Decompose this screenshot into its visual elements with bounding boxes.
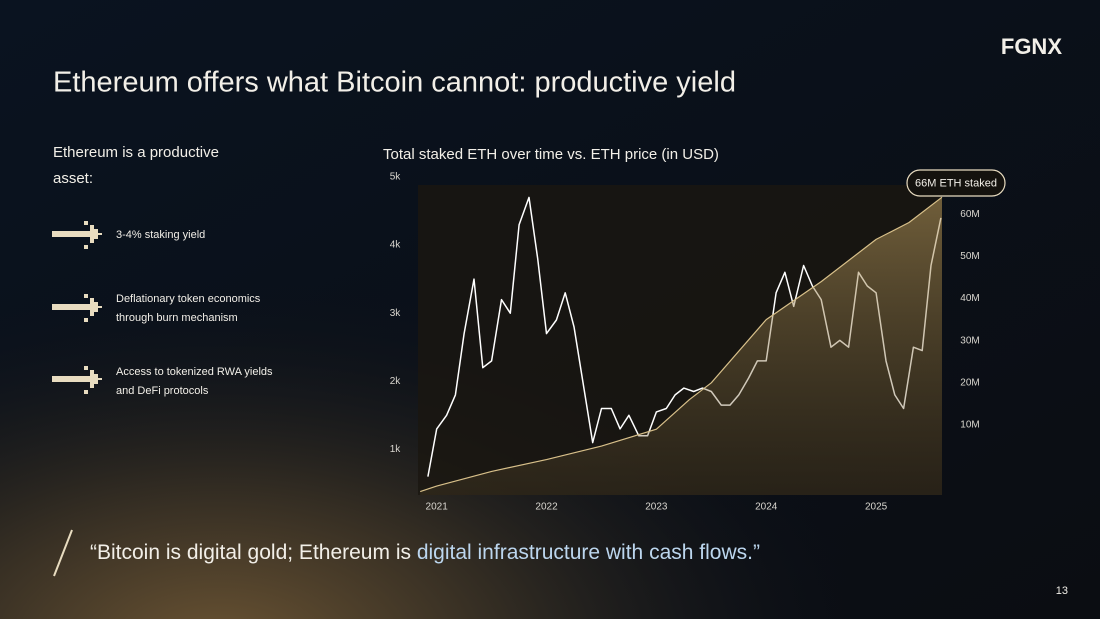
bullet-text: 3-4% staking yield (116, 229, 205, 241)
logo: FGNX (1001, 34, 1062, 59)
slide-title: Ethereum offers what Bitcoin cannot: pro… (53, 67, 736, 99)
left-heading-line: Ethereum is a productive (53, 144, 219, 161)
y-tick-label: 1k (390, 444, 402, 455)
quote: “Bitcoin is digital gold; Ethereum is di… (90, 541, 760, 564)
y2-tick-label: 40M (960, 293, 979, 304)
y-tick-label: 5k (390, 172, 402, 183)
arrow-icons (52, 221, 102, 394)
x-tick-label: 2025 (865, 502, 888, 513)
annotation: 66M ETH staked (915, 177, 997, 189)
quote-plain: “Bitcoin is digital gold; Ethereum is (90, 541, 417, 564)
y-tick-label: 2k (390, 376, 402, 387)
x-tick-label: 2022 (535, 502, 558, 513)
page-number: 13 (1056, 585, 1068, 597)
chart-title: Total staked ETH over time vs. ETH price… (383, 146, 719, 163)
y2-tick-label: 20M (960, 377, 979, 388)
series-line (420, 196, 943, 493)
quote-slash (53, 529, 73, 577)
annotation-box (906, 169, 1006, 197)
quote-highlight: digital infrastructure with cash flows.” (417, 541, 760, 564)
y-tick-label: 3k (390, 308, 402, 319)
bullet-text: Deflationary token economics (116, 293, 261, 305)
bullet-text: and DeFi protocols (116, 385, 209, 397)
y-tick-label: 4k (390, 240, 402, 251)
x-tick-label: 2024 (755, 502, 778, 513)
left-heading: Ethereum is a productive asset: (53, 144, 219, 187)
x-tick-label: 2021 (426, 502, 449, 513)
x-tick-label: 2023 (645, 502, 668, 513)
y2-tick-label: 10M (960, 420, 979, 431)
y2-tick-label: 60M (960, 209, 979, 220)
left-heading-line: asset: (53, 170, 93, 187)
staked-area (420, 197, 943, 495)
bullet-text: Access to tokenized RWA yields (116, 366, 273, 378)
y2-tick-label: 50M (960, 251, 979, 262)
y2-tick-label: 30M (960, 335, 979, 346)
bullet-text: through burn mechanism (116, 312, 238, 324)
